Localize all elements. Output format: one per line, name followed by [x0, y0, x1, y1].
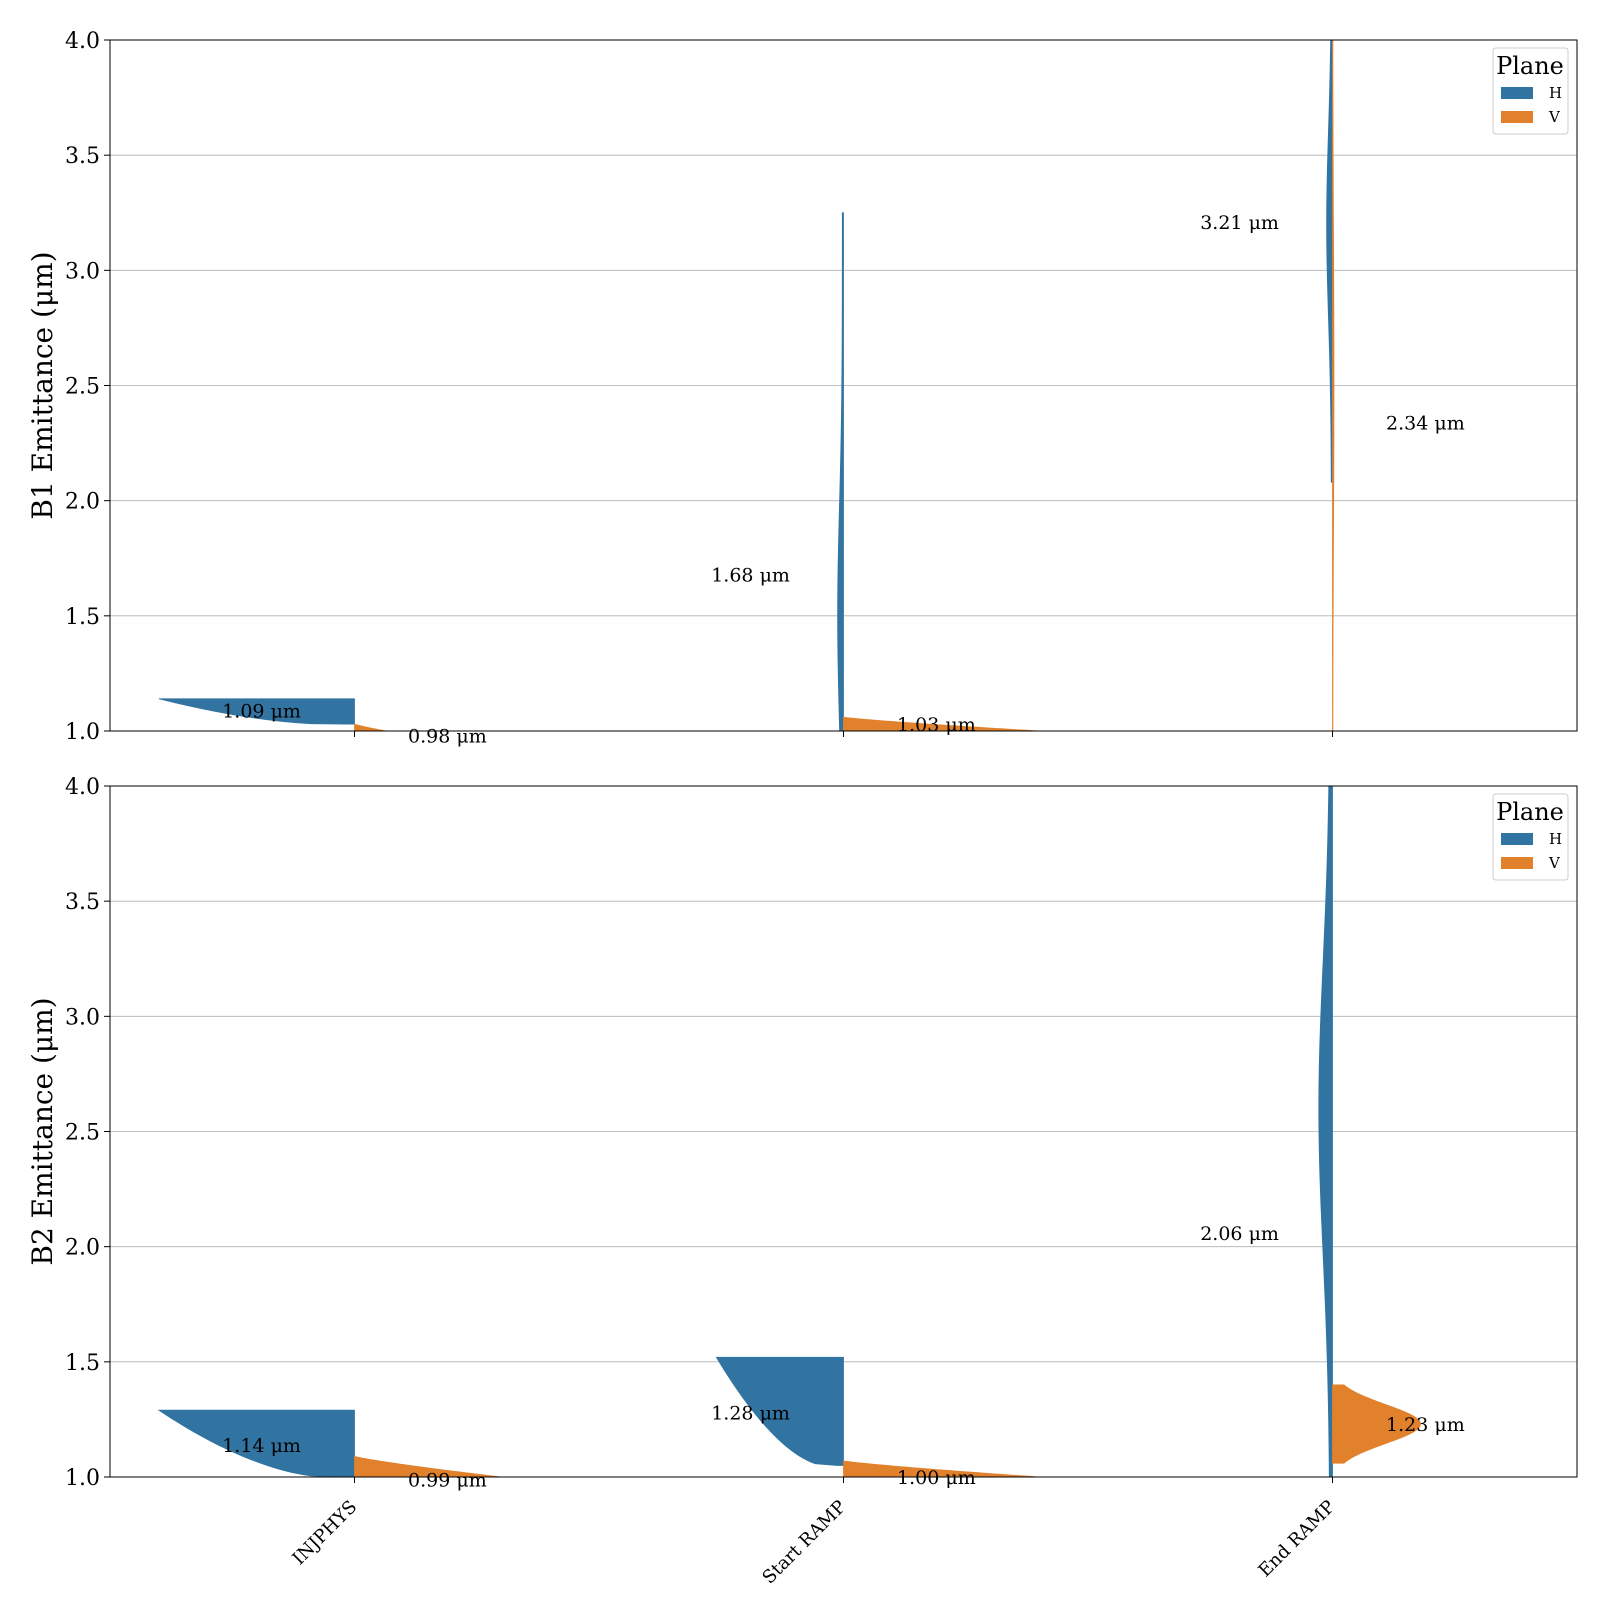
legend-swatch-v	[1501, 111, 1533, 123]
mean-annotation: 2.06 μm	[1200, 1223, 1279, 1245]
y-tick-label: 3.0	[65, 1005, 100, 1030]
mean-annotation: 2.34 μm	[1386, 412, 1465, 434]
mean-annotation: 1.68 μm	[711, 564, 790, 586]
violin-h-1	[837, 212, 844, 731]
violin-h-2	[1326, 40, 1333, 483]
mean-annotation: 1.09 μm	[222, 700, 301, 722]
y-tick-label: 3.0	[65, 259, 100, 284]
y-axis-label: B2 Emittance (μm)	[26, 997, 59, 1265]
violins	[157, 786, 1421, 1477]
mean-annotation: 1.28 μm	[711, 1403, 790, 1425]
legend-label: V	[1548, 108, 1561, 126]
y-axis-label: B1 Emittance (μm)	[26, 251, 59, 519]
violins	[158, 40, 1335, 731]
panel-b1: 1.0 1.5 2.0 2.5 3.0 3.5 4.0 1.09 μm 1.68 μm 3.21 …	[26, 29, 1578, 748]
panel-b2: 1.0 1.5 2.0 2.5 3.0 3.5 4.0 1.14 μm 1.28 μm 2.06 …	[26, 775, 1578, 1588]
legend-label: H	[1549, 830, 1562, 848]
x-tick-label: INJPHYS	[288, 1496, 361, 1569]
y-tick-label: 1.5	[65, 1351, 100, 1376]
y-tick-label: 1.0	[65, 720, 100, 745]
violin-h-0	[158, 698, 355, 725]
y-tick-label: 3.5	[65, 890, 100, 915]
x-tick-label: End RAMP	[1254, 1496, 1339, 1581]
legend-title: Plane	[1496, 798, 1564, 826]
mean-annotation: 1.14 μm	[222, 1435, 301, 1457]
y-tick-label: 2.0	[65, 490, 100, 515]
legend-label: H	[1549, 84, 1562, 102]
y-tick-label: 1.5	[65, 605, 100, 630]
y-tick-label: 4.0	[65, 775, 100, 800]
legend-swatch-h	[1501, 833, 1533, 845]
mean-annotation: 1.00 μm	[897, 1467, 976, 1489]
y-tick-label: 2.0	[65, 1236, 100, 1261]
violin-v-2	[1332, 40, 1335, 731]
violin-h-1	[715, 1356, 844, 1466]
violin-h-0	[157, 1409, 355, 1477]
legend: Plane HV	[1492, 793, 1569, 881]
y-tick-label: 3.5	[65, 144, 100, 169]
y-tick-label: 2.5	[65, 1121, 100, 1146]
mean-annotation: 0.98 μm	[408, 726, 487, 748]
legend-label: V	[1548, 854, 1561, 872]
mean-annotation: 1.03 μm	[897, 714, 976, 736]
y-tick-label: 2.5	[65, 375, 100, 400]
x-tick-label: Start RAMP	[758, 1496, 850, 1588]
legend-swatch-v	[1501, 857, 1533, 869]
violin-v-1	[843, 1460, 1040, 1477]
violin-v-0	[354, 1455, 502, 1477]
mean-annotation: 1.23 μm	[1386, 1414, 1465, 1436]
legend-swatch-h	[1501, 87, 1533, 99]
violin-h-2	[1318, 786, 1333, 1477]
legend: Plane HV	[1492, 47, 1569, 135]
mean-annotation: 3.21 μm	[1200, 212, 1279, 234]
violin-v-1	[843, 716, 1040, 731]
violin-v-2	[1332, 1384, 1421, 1464]
violin-v-0	[354, 723, 389, 731]
mean-annotation: 0.99 μm	[408, 1469, 487, 1491]
y-tick-label: 4.0	[65, 29, 100, 54]
legend-title: Plane	[1496, 52, 1564, 80]
y-tick-label: 1.0	[65, 1466, 100, 1491]
